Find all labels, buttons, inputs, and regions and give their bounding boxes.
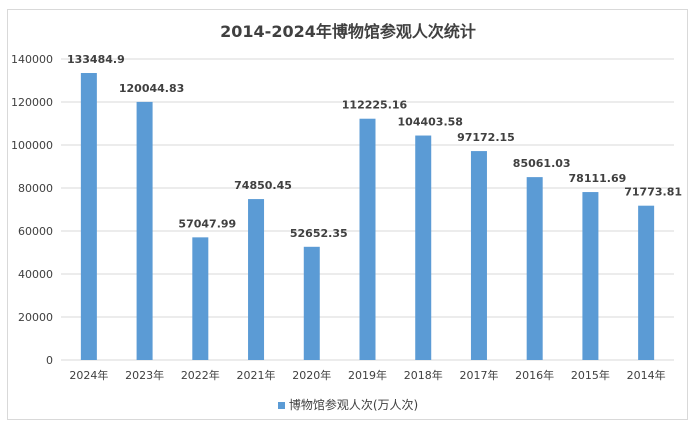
data-label: 133484.9 [67,53,125,66]
bar [248,199,265,360]
y-tick-label: 0 [46,354,53,367]
x-tick-label: 2023年 [125,368,164,382]
x-tick-label: 2016年 [515,368,554,382]
y-tick-label: 120000 [11,96,53,109]
x-tick-label: 2017年 [459,368,498,382]
data-label: 85061.03 [513,157,571,170]
data-label: 112225.16 [342,99,408,112]
data-label: 97172.15 [457,131,515,144]
legend: 博物馆参观人次(万人次) [0,396,696,413]
x-tick-label: 2018年 [404,368,443,382]
data-label: 52652.35 [290,227,348,240]
bar [470,151,487,360]
bar [638,205,655,360]
bar [80,73,97,361]
x-tick-label: 2019年 [348,368,387,382]
y-tick-label: 40000 [18,268,53,281]
y-tick-label: 60000 [18,225,53,238]
bar [303,246,320,360]
x-tick-label: 2022年 [181,368,220,382]
y-tick-label: 80000 [18,182,53,195]
bar [582,192,599,360]
chart-title: 2014-2024年博物馆参观人次统计 [220,22,476,41]
bar [192,237,209,360]
x-tick-label: 2014年 [627,368,666,382]
chart-frame [7,9,688,420]
legend-swatch [277,402,285,409]
x-tick-label: 2021年 [237,368,276,382]
bar [415,135,432,360]
y-tick-label: 100000 [11,139,53,152]
y-tick-label: 20000 [18,311,53,324]
data-label: 104403.58 [398,116,463,129]
legend-label: 博物馆参观人次(万人次) [288,398,419,412]
bar [136,101,153,360]
data-label: 120044.83 [119,82,184,95]
x-tick-label: 2015年 [571,368,610,382]
x-tick-label: 2024年 [69,368,108,382]
y-tick-label: 140000 [11,53,53,66]
bar [526,177,543,360]
data-label: 74850.45 [234,179,292,192]
data-label: 78111.69 [569,172,627,185]
bar [359,118,376,360]
data-label: 71773.81 [624,186,682,199]
x-tick-label: 2020年 [292,368,331,382]
data-label: 57047.99 [178,217,236,230]
